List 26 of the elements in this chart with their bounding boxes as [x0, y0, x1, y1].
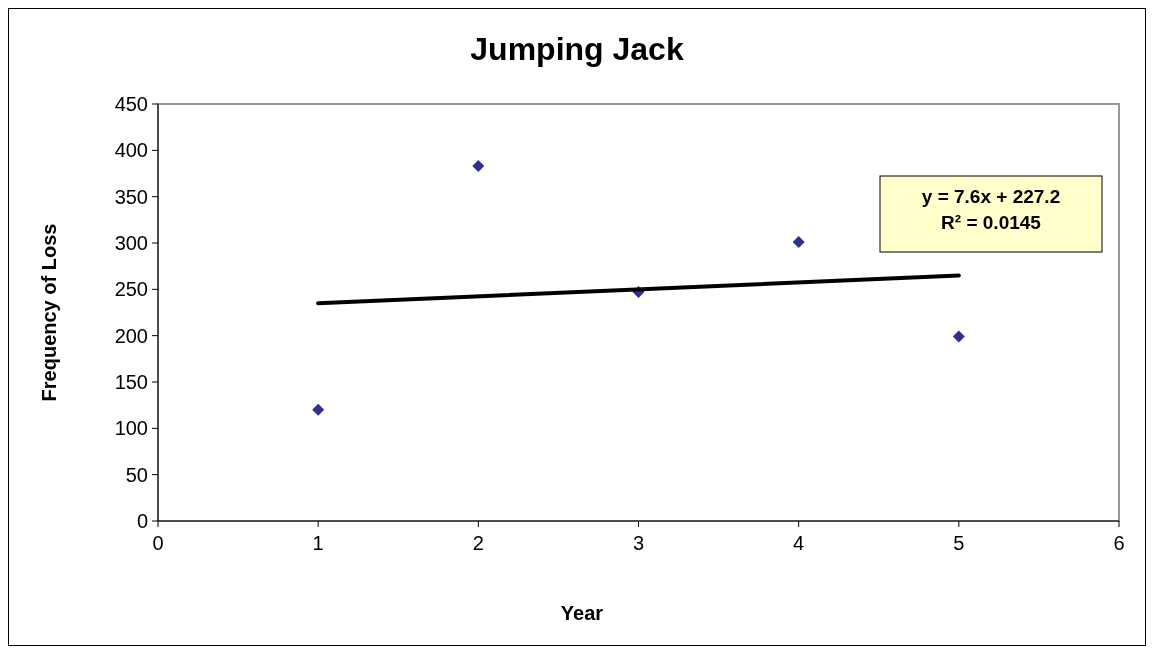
x-tick-label: 4 [793, 532, 805, 554]
y-tick-label: 0 [136, 510, 148, 532]
chart-title: Jumping Jack [470, 31, 684, 67]
point [952, 330, 965, 343]
point [312, 403, 325, 416]
y-tick-label: 100 [114, 417, 148, 440]
x-tick-label: 0 [152, 532, 164, 554]
x-tick-label: 5 [953, 532, 965, 554]
y-tick-label: 200 [114, 324, 148, 347]
y-tick-label: 300 [114, 232, 148, 254]
y-tick-label: 150 [114, 371, 148, 393]
x-tick-label: 2 [472, 532, 484, 554]
y-tick-label: 450 [114, 93, 148, 115]
y-tick-label: 350 [114, 185, 148, 208]
y-tick-label: 250 [114, 278, 148, 301]
x-axis-title: Year [560, 602, 604, 624]
x-tick-label: 3 [632, 532, 645, 554]
x-tick-label: 1 [312, 532, 324, 554]
annotation: R² = 0.0145 [941, 212, 1042, 233]
point [792, 236, 805, 249]
x-tick-label: 6 [1113, 532, 1125, 554]
annotation: y = 7.6x + 227.2 [921, 186, 1061, 207]
y-axis-title: Frequency of Loss [38, 223, 60, 402]
y-tick-label: 50 [125, 463, 148, 486]
y-tick-label: 400 [114, 139, 148, 162]
point [472, 160, 485, 173]
